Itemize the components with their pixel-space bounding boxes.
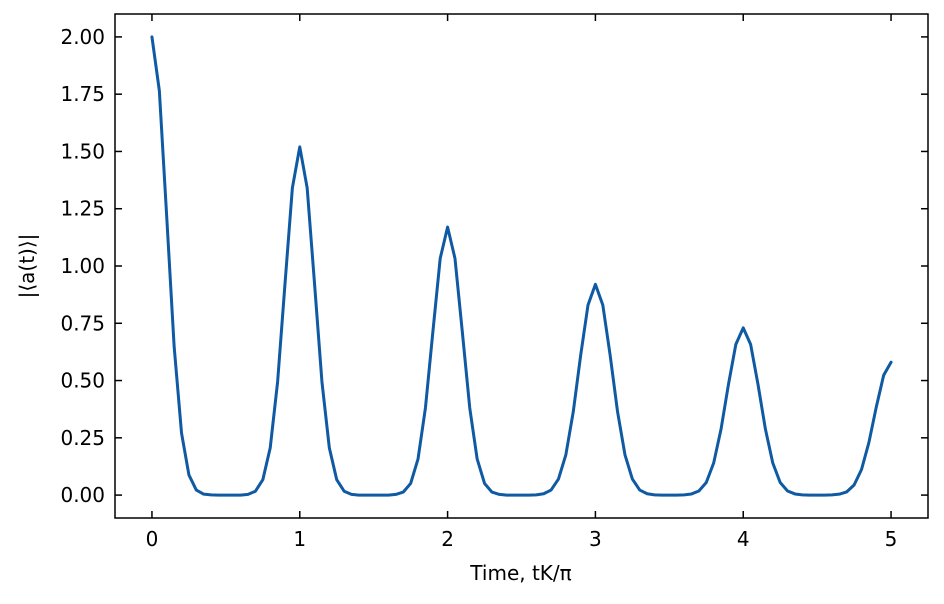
x-axis-label: Time, tK/π — [469, 561, 571, 585]
y-tick-label: 1.25 — [60, 197, 105, 221]
x-tick-label: 2 — [441, 527, 454, 551]
x-tick-label: 3 — [589, 527, 602, 551]
y-axis-label: |⟨a(t)⟩| — [15, 234, 39, 299]
x-tick-label: 0 — [146, 527, 159, 551]
y-tick-label: 0.50 — [60, 369, 105, 393]
y-tick-label: 2.00 — [60, 25, 105, 49]
x-tick-label: 5 — [885, 527, 898, 551]
y-tick-label: 1.50 — [60, 139, 105, 163]
y-tick-label: 1.00 — [60, 254, 105, 278]
plot-frame — [114, 13, 929, 519]
line-series — [150, 35, 893, 497]
x-tick-label: 4 — [737, 527, 750, 551]
x-tick-label: 1 — [293, 527, 306, 551]
y-tick-label: 1.75 — [60, 82, 105, 106]
y-tick-label: 0.25 — [60, 426, 105, 450]
y-tick-label: 0.75 — [60, 311, 105, 335]
y-tick-label: 0.00 — [60, 483, 105, 507]
